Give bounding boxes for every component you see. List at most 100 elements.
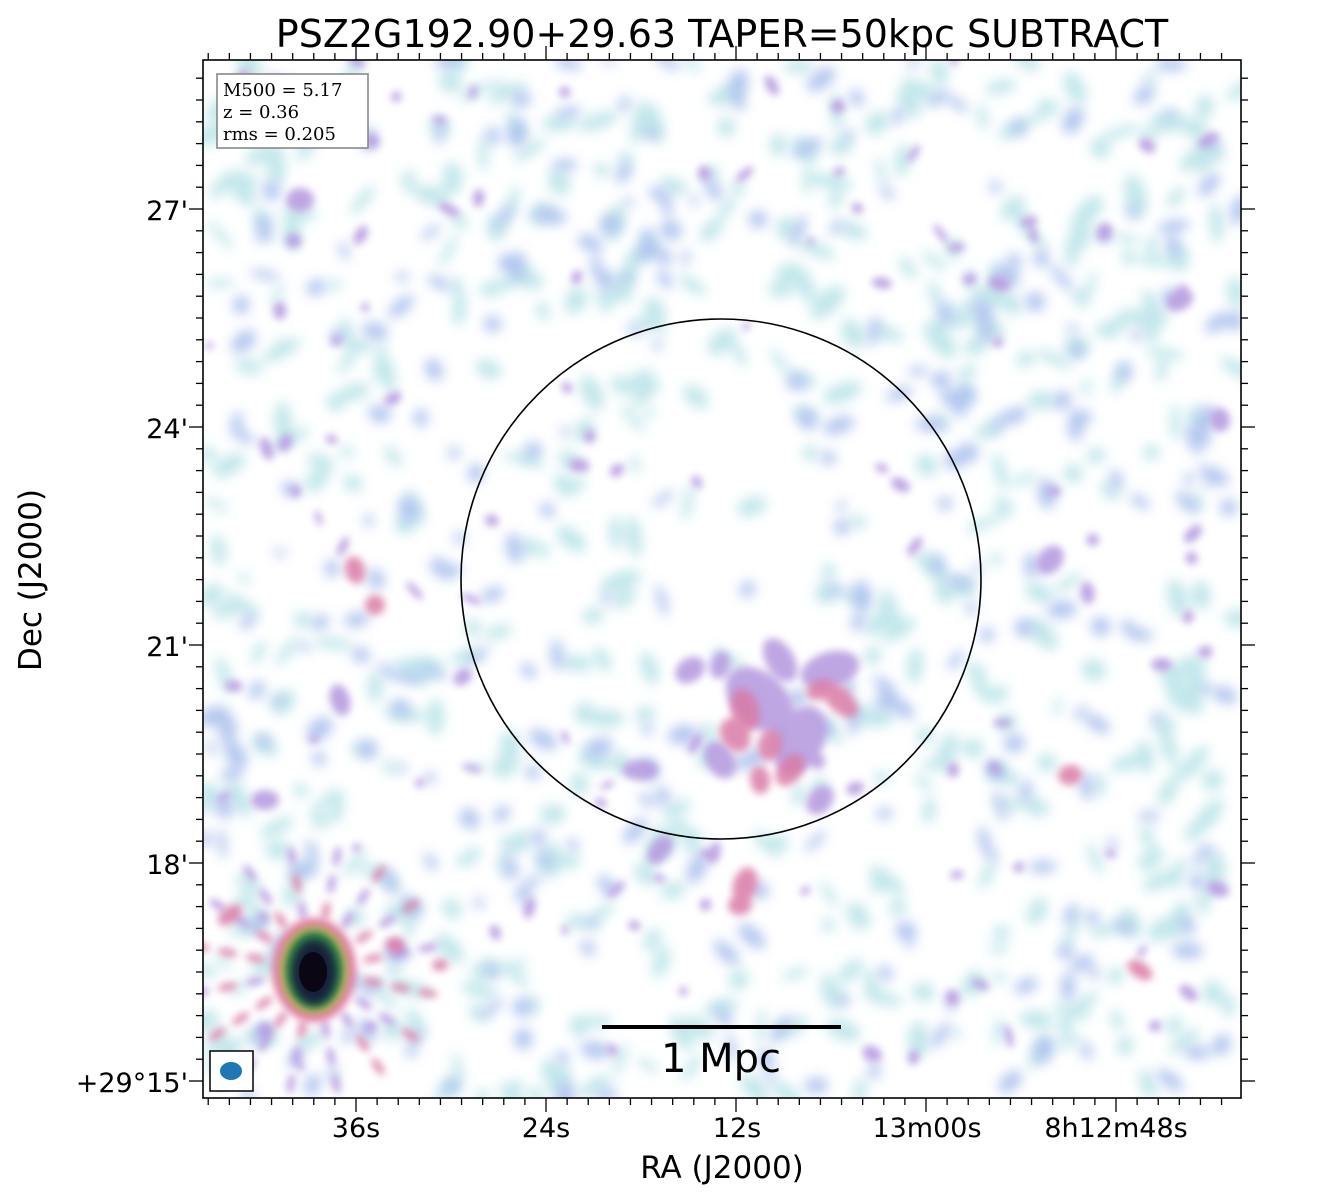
emission-blob <box>1151 711 1163 726</box>
emission-blob <box>1003 733 1025 753</box>
emission-blob <box>907 536 923 556</box>
emission-blob <box>453 668 473 686</box>
emission-blob <box>1139 129 1161 140</box>
emission-blob <box>875 157 887 186</box>
emission-blob <box>465 618 481 638</box>
emission-blob <box>643 297 666 326</box>
emission-blob <box>822 381 863 404</box>
emission-blob <box>1165 235 1181 257</box>
emission-blob <box>424 853 438 871</box>
emission-blob <box>987 761 1002 775</box>
emission-blob <box>371 1058 385 1076</box>
emission-blob <box>311 751 326 767</box>
emission-blob <box>340 1011 354 1029</box>
emission-blob <box>610 375 627 394</box>
ra-tick-label: 24s <box>522 1113 570 1144</box>
emission-blob <box>576 1076 612 1098</box>
emission-blob <box>789 215 807 247</box>
noise-low-layer <box>203 60 1241 1098</box>
emission-blob <box>1143 444 1160 461</box>
emission-blob <box>1063 464 1083 484</box>
beam-ellipse <box>220 1062 242 1080</box>
emission-blob <box>217 948 238 957</box>
emission-blob <box>583 429 596 444</box>
emission-blob <box>820 918 835 932</box>
emission-blob <box>1166 288 1194 312</box>
emission-blob <box>353 225 369 245</box>
emission-blob <box>397 496 417 515</box>
emission-blob <box>1090 138 1111 159</box>
emission-blob <box>786 371 801 391</box>
emission-blob <box>217 904 243 926</box>
emission-blob <box>1201 477 1232 486</box>
emission-blob <box>784 60 813 74</box>
emission-blob <box>629 455 640 474</box>
emission-blob <box>1002 406 1028 425</box>
emission-blob <box>891 106 905 125</box>
emission-blob <box>232 295 250 315</box>
emission-blob <box>1170 403 1180 442</box>
emission-blob <box>287 846 297 866</box>
emission-blob <box>1130 329 1142 341</box>
emission-blob <box>922 250 947 272</box>
emission-blob <box>1157 777 1179 806</box>
emission-blob <box>231 329 257 354</box>
emission-blob <box>1109 469 1123 491</box>
emission-blob <box>1058 764 1082 786</box>
emission-blob <box>844 128 854 143</box>
emission-blob <box>834 518 851 535</box>
emission-blob <box>556 1049 569 1066</box>
emission-blob <box>540 803 566 825</box>
emission-blob <box>384 445 403 468</box>
emission-blob <box>251 640 267 664</box>
emission-blob <box>297 1018 307 1039</box>
emission-blob <box>1069 342 1085 359</box>
emission-blob <box>628 920 641 931</box>
emission-blob <box>992 452 1009 491</box>
emission-blob <box>381 867 398 894</box>
dec-tick-labels: 27' 24' 21' 18' +29°15' <box>76 196 188 1099</box>
emission-blob <box>851 580 872 612</box>
emission-blob <box>728 69 749 97</box>
emission-blob <box>224 779 253 817</box>
emission-blob <box>1127 205 1140 220</box>
emission-blob <box>1027 391 1055 411</box>
emission-blob <box>1190 854 1205 867</box>
emission-blob <box>728 894 752 916</box>
emission-blob <box>381 1020 404 1041</box>
emission-blob <box>244 144 285 165</box>
emission-blob <box>1183 473 1195 486</box>
emission-blob <box>1117 361 1132 382</box>
emission-blob <box>651 945 671 978</box>
emission-blob <box>352 843 361 853</box>
emission-blob <box>286 187 314 213</box>
emission-blob <box>787 689 808 708</box>
emission-blob <box>230 180 257 206</box>
emission-blob <box>791 784 806 806</box>
emission-blob <box>520 663 537 678</box>
emission-blob <box>290 485 302 497</box>
emission-blob <box>556 526 587 553</box>
emission-blob <box>293 611 312 629</box>
emission-blob <box>270 695 285 705</box>
emission-blob <box>714 1005 733 1027</box>
emission-blob <box>480 586 505 603</box>
emission-blob <box>274 911 288 929</box>
emission-blob <box>1013 861 1025 873</box>
emission-blob <box>1081 658 1106 681</box>
emission-blob <box>503 850 513 875</box>
emission-blob <box>660 187 673 218</box>
emission-blob <box>1104 307 1133 340</box>
emission-blob <box>493 805 511 823</box>
emission-blob <box>444 1078 460 1095</box>
emission-blob <box>1046 600 1078 619</box>
emission-blob <box>699 898 712 911</box>
emission-blob <box>737 496 767 517</box>
emission-blob <box>1145 236 1159 255</box>
emission-blob <box>654 60 680 71</box>
emission-blob <box>1179 984 1198 1002</box>
emission-blob <box>1011 120 1027 136</box>
emission-blob <box>698 723 716 739</box>
emission-blob <box>1086 447 1106 464</box>
emission-blob <box>1171 942 1203 959</box>
